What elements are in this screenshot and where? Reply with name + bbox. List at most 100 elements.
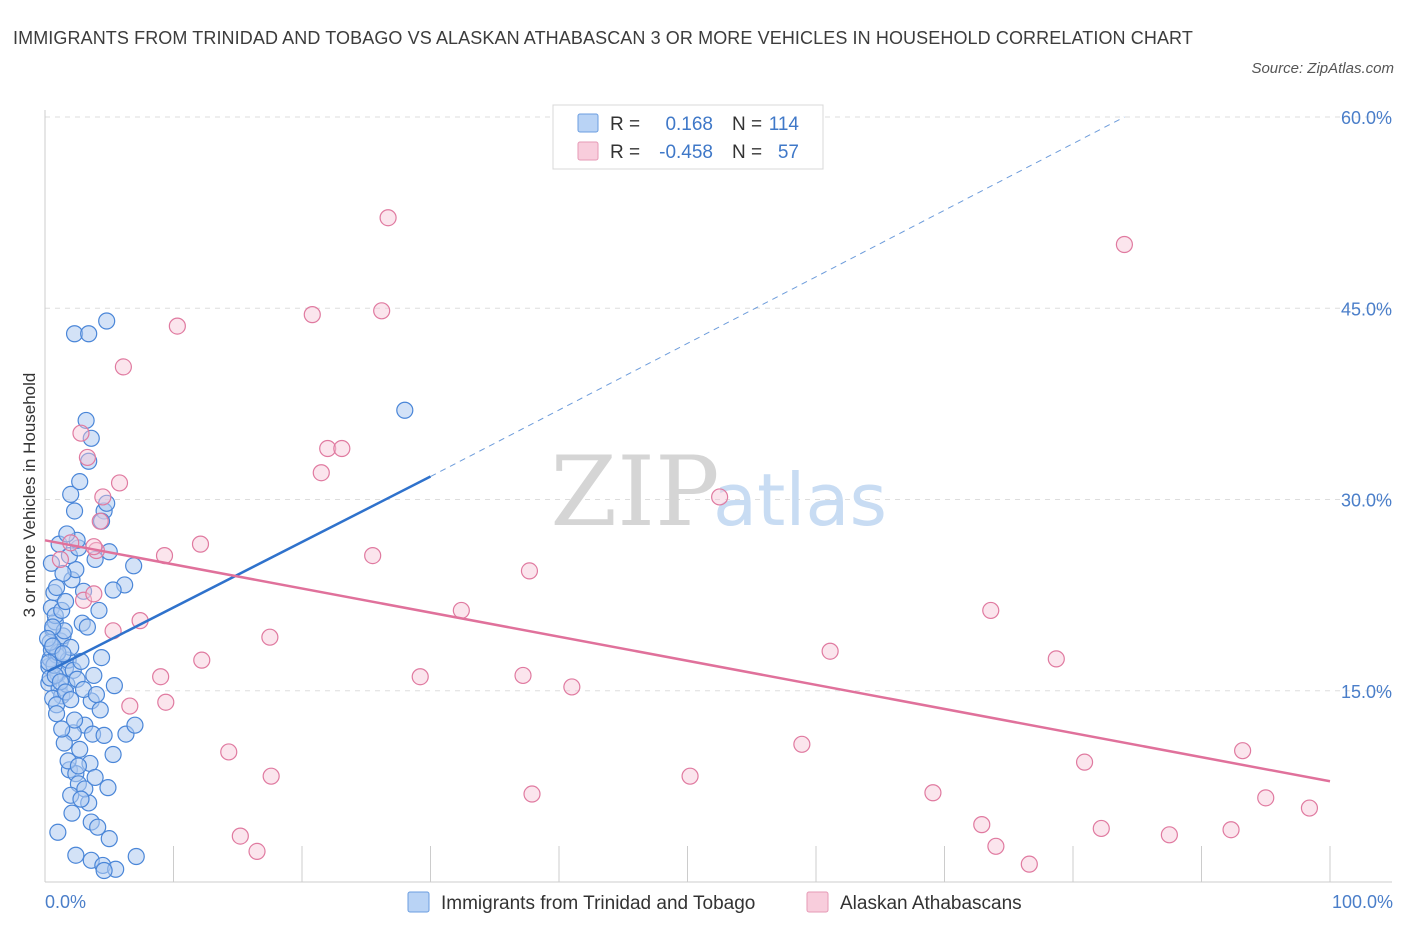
chart-title: IMMIGRANTS FROM TRINIDAD AND TOBAGO VS A…: [13, 28, 1193, 48]
data-point-athabascan: [262, 767, 280, 785]
data-point-athabascan: [333, 439, 351, 458]
data-point-immigrants: [62, 691, 80, 709]
data-point-athabascan: [1257, 789, 1275, 807]
data-point-immigrants: [47, 578, 66, 597]
data-point-immigrants: [71, 473, 89, 491]
data-point-athabascan: [231, 827, 249, 845]
data-point-immigrants: [82, 429, 100, 447]
data-point-immigrants: [65, 502, 84, 520]
bottom-legend-label-pink: Alaskan Athabascans: [840, 893, 1022, 914]
data-point-athabascan: [78, 448, 97, 467]
data-point-athabascan: [121, 697, 139, 715]
grid: [45, 116, 1392, 692]
data-point-immigrants: [396, 401, 414, 419]
data-point-athabascan: [51, 550, 70, 569]
data-point-athabascan: [563, 678, 581, 696]
data-point-athabascan: [1160, 826, 1178, 844]
data-point-immigrants: [90, 601, 108, 620]
legend-r-value-pink: -0.458: [659, 142, 713, 163]
bottom-legend-label-blue: Immigrants from Trinidad and Tobago: [441, 893, 755, 914]
data-point-immigrants: [87, 685, 106, 704]
data-point-athabascan: [152, 668, 170, 686]
data-point-athabascan: [987, 837, 1005, 855]
series-athabascan-points: [51, 209, 1319, 873]
data-point-athabascan: [248, 842, 266, 861]
legend-r-label-blue: R =: [610, 114, 640, 135]
source-label: Source: ZipAtlas.com: [1251, 60, 1394, 77]
data-point-immigrants: [89, 818, 107, 836]
data-point-immigrants: [49, 823, 67, 841]
data-point-immigrants: [86, 550, 104, 569]
data-point-immigrants: [74, 582, 93, 600]
data-point-athabascan: [411, 668, 429, 686]
data-point-athabascan: [74, 591, 93, 609]
data-point-athabascan: [303, 306, 321, 324]
bottom-legend-swatch-pink: [806, 891, 829, 913]
data-point-immigrants: [86, 768, 104, 787]
trend-line-immigrants-extension: [430, 116, 1125, 477]
data-point-athabascan: [379, 209, 397, 227]
data-point-immigrants: [42, 554, 61, 572]
data-point-athabascan: [1047, 650, 1065, 668]
data-point-athabascan: [193, 651, 211, 669]
data-point-immigrants: [80, 325, 98, 343]
watermark-atlas: atlas: [713, 458, 887, 542]
data-point-immigrants: [91, 701, 109, 719]
data-point-immigrants: [127, 847, 145, 866]
data-point-athabascan: [982, 601, 1000, 620]
data-point-athabascan: [1075, 753, 1094, 771]
x-tick-label: 100.0%: [1332, 892, 1393, 912]
data-point-athabascan: [85, 538, 103, 556]
data-point-immigrants: [95, 861, 113, 880]
data-point-immigrants: [104, 745, 122, 764]
data-point-athabascan: [452, 601, 470, 620]
legend-n-value-pink: 57: [778, 142, 799, 163]
bottom-legend: Immigrants from Trinidad and Tobago Alas…: [407, 891, 1022, 914]
data-point-athabascan: [1115, 235, 1134, 254]
data-point-athabascan: [1092, 819, 1110, 838]
data-point-athabascan: [514, 666, 532, 685]
y-tick-label: 60.0%: [1341, 108, 1392, 128]
data-point-athabascan: [110, 474, 129, 492]
y-tick-label: 30.0%: [1341, 491, 1392, 511]
data-point-athabascan: [94, 488, 112, 506]
legend-n-label-pink: N =: [732, 142, 762, 163]
data-point-athabascan: [793, 735, 811, 753]
data-point-immigrants: [95, 726, 113, 744]
data-point-athabascan: [973, 816, 991, 834]
data-point-immigrants: [55, 734, 73, 752]
y-axis-label: 3 or more Vehicles in Household: [20, 373, 39, 618]
data-point-immigrants: [98, 312, 116, 330]
data-point-athabascan: [364, 546, 382, 565]
watermark: ZIP atlas: [550, 436, 887, 548]
data-point-athabascan: [157, 693, 175, 711]
data-point-immigrants: [65, 711, 84, 729]
bottom-legend-swatch-blue: [407, 891, 430, 913]
data-point-athabascan: [523, 785, 541, 803]
data-point-immigrants: [47, 705, 66, 723]
data-point-athabascan: [72, 424, 90, 442]
data-point-athabascan: [312, 464, 330, 482]
data-point-athabascan: [520, 562, 539, 580]
series-immigrants-points: [38, 312, 414, 880]
data-point-immigrants: [56, 592, 75, 611]
legend-swatch-pink: [577, 141, 599, 161]
data-point-athabascan: [191, 535, 210, 553]
data-point-immigrants: [126, 716, 144, 734]
data-point-immigrants: [58, 525, 76, 543]
legend-r-label-pink: R =: [610, 142, 640, 163]
data-point-athabascan: [821, 642, 839, 660]
data-point-immigrants: [72, 790, 90, 808]
data-point-athabascan: [924, 784, 942, 802]
data-point-immigrants: [62, 485, 80, 503]
data-point-athabascan: [114, 358, 132, 376]
data-point-athabascan: [1234, 742, 1252, 760]
data-point-athabascan: [168, 317, 186, 335]
data-point-athabascan: [711, 488, 729, 506]
data-point-immigrants: [125, 557, 143, 575]
trend-lines: [44, 116, 1331, 783]
data-point-athabascan: [1300, 799, 1319, 817]
data-point-immigrants: [63, 804, 81, 822]
trend-line-athabascan: [44, 539, 1331, 783]
